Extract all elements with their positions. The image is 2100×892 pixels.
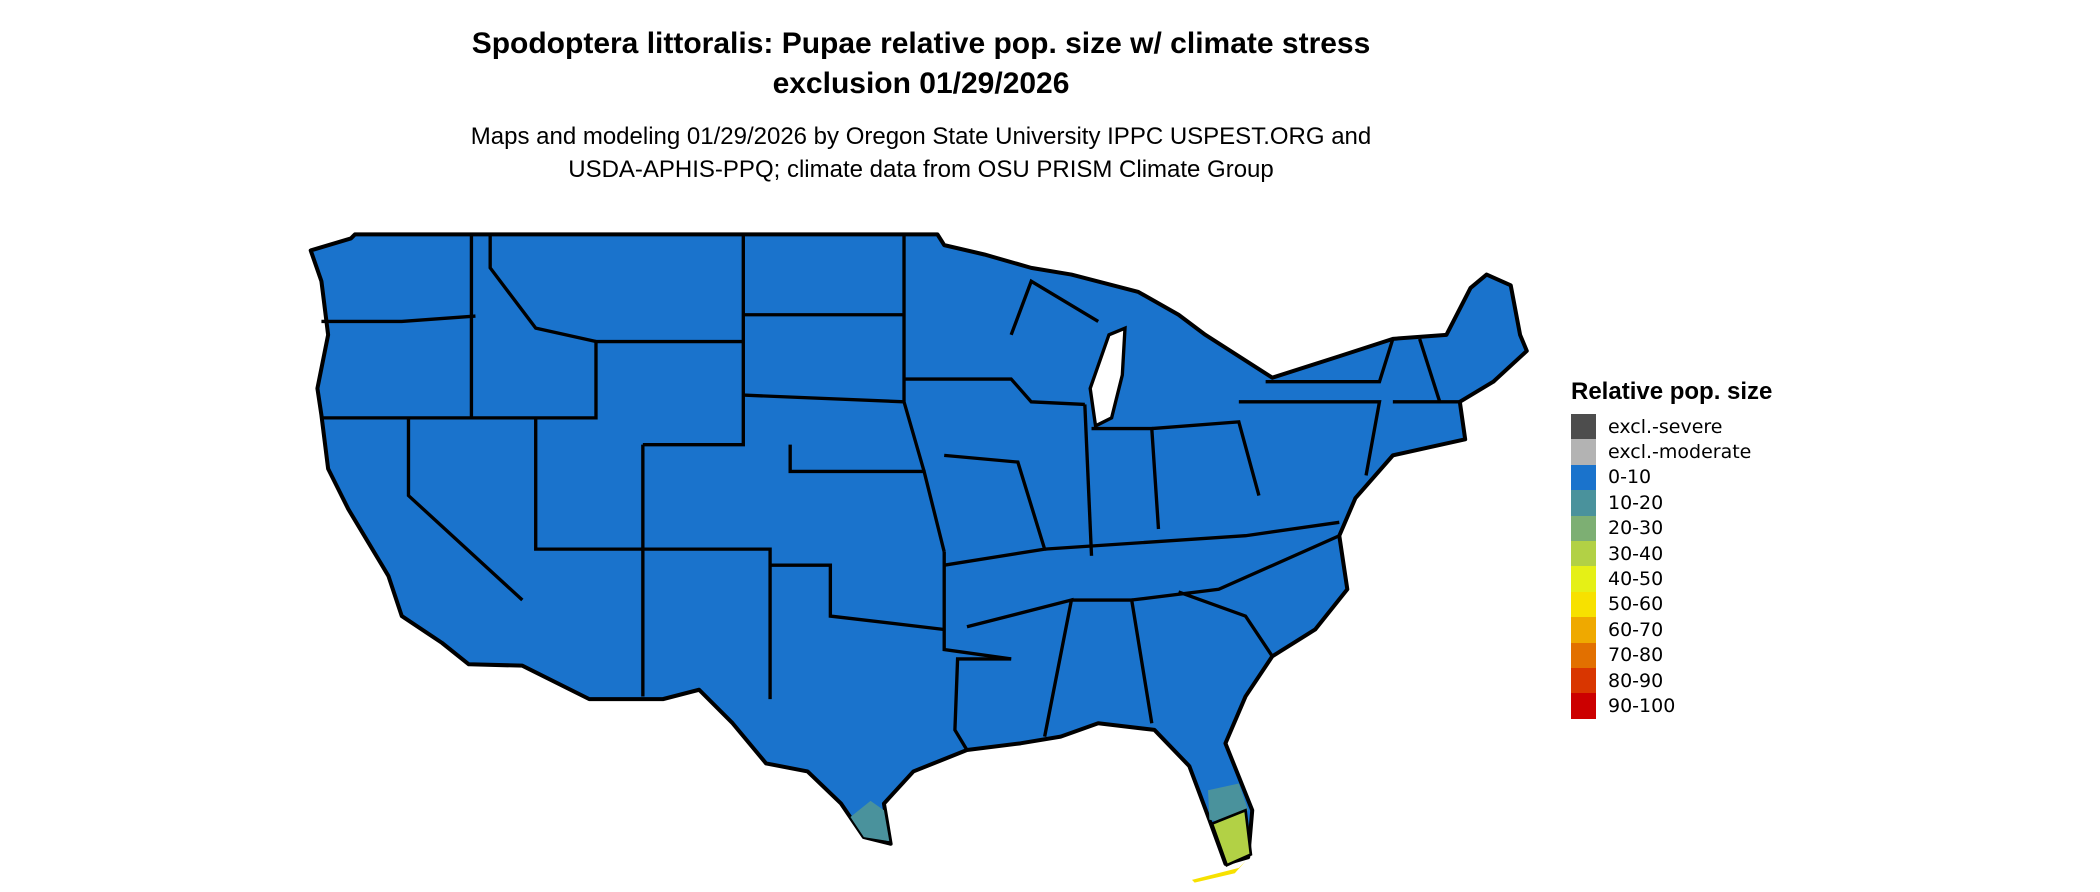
legend-swatch [1571, 642, 1596, 668]
legend-swatch [1571, 540, 1596, 567]
title-line-2: exclusion 01/29/2026 [772, 67, 1070, 100]
lake-michigan [1088, 325, 1127, 429]
subtitle-line-2: USDA-APHIS-PPQ; climate data from OSU PR… [568, 156, 1274, 183]
legend-label: 60-70 [1608, 618, 1664, 641]
legend-label: 70-80 [1608, 644, 1664, 667]
map-title: Spodoptera littoralis: Pupae relative po… [0, 24, 1842, 104]
legend-label: 40-50 [1608, 568, 1664, 591]
texas-tip-10-20 [850, 800, 890, 842]
legend-item: 60-70 [1571, 617, 1772, 643]
legend-label: 30-40 [1608, 542, 1664, 565]
legend-item: 0-10 [1571, 464, 1772, 491]
legend-items: excl.-severe excl.-moderate 0-10 10-20 20-30… [1571, 414, 1772, 719]
legend-swatch [1571, 490, 1596, 516]
legend-item: 90-100 [1571, 693, 1772, 719]
legend-swatch [1571, 464, 1596, 491]
legend-swatch [1571, 566, 1596, 592]
legend-swatch [1571, 617, 1596, 643]
legend-swatch [1571, 515, 1596, 541]
legend-swatch [1571, 693, 1596, 719]
florida-south-30-40 [1210, 808, 1253, 868]
legend-item: 70-80 [1571, 642, 1772, 668]
florida-keys-50-60 [1191, 861, 1246, 883]
legend-item: excl.-severe [1571, 414, 1772, 440]
legend-label: 80-90 [1608, 669, 1664, 692]
legend-swatch [1571, 667, 1596, 694]
legend-swatch [1571, 591, 1596, 618]
legend-label: 0-10 [1608, 466, 1652, 489]
legend: Relative pop. size excl.-severe excl.-mod… [1571, 378, 1772, 719]
legend-item: excl.-moderate [1571, 439, 1772, 465]
legend-item: 80-90 [1571, 667, 1772, 694]
legend-label: 10-20 [1608, 491, 1664, 514]
legend-label: excl.-moderate [1608, 441, 1752, 464]
legend-label: 20-30 [1608, 517, 1664, 540]
legend-title: Relative pop. size [1571, 378, 1773, 405]
subtitle-line-1: Maps and modeling 01/29/2026 by Oregon S… [470, 123, 1372, 150]
legend-swatch [1571, 414, 1596, 440]
state-boundaries [321, 234, 1460, 751]
legend-item: 40-50 [1571, 566, 1772, 592]
title-line-1: Spodoptera littoralis: Pupae relative po… [471, 27, 1371, 60]
legend-item: 10-20 [1571, 490, 1772, 516]
legend-item: 50-60 [1571, 591, 1772, 618]
legend-label: excl.-severe [1608, 415, 1723, 438]
us-outline [308, 232, 1529, 866]
legend-swatch [1571, 439, 1596, 465]
legend-item: 20-30 [1571, 515, 1772, 541]
legend-label: 50-60 [1608, 593, 1664, 616]
legend-label: 90-100 [1608, 694, 1676, 717]
map-subtitle: Maps and modeling 01/29/2026 by Oregon S… [0, 120, 1842, 186]
legend-item: 30-40 [1571, 540, 1772, 567]
